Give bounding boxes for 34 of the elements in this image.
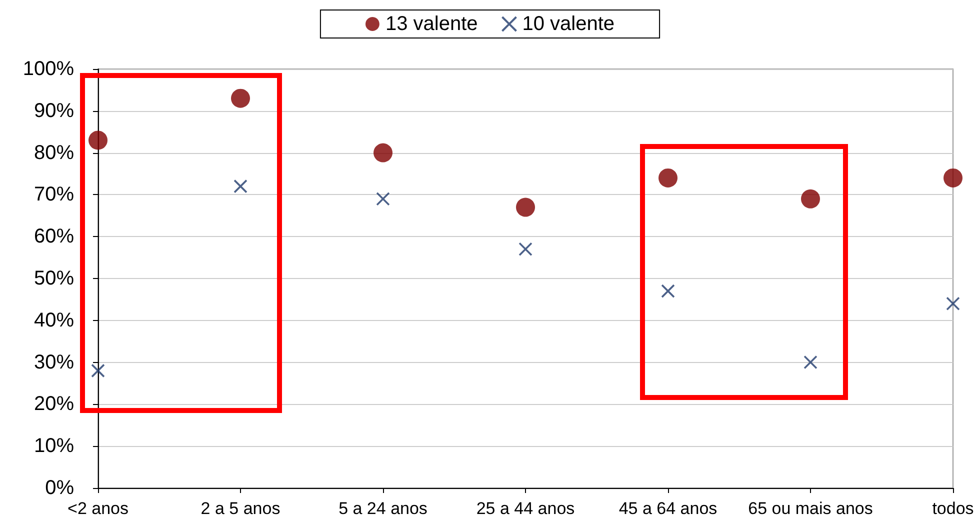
y-tick-label: 40%: [34, 309, 74, 332]
legend-label: 10 valente: [522, 13, 615, 35]
y-tick-label: 50%: [34, 268, 74, 290]
x-tick-label: 5 a 24 anos: [338, 499, 428, 518]
legend-label: 13 valente: [385, 13, 478, 35]
y-tick-label: 80%: [34, 142, 74, 164]
x-tick-label: 45 a 64 anos: [618, 499, 718, 518]
point: [91, 364, 105, 378]
x-tick-label: <2 anos: [68, 499, 128, 518]
y-tick-label: 60%: [34, 226, 74, 248]
x-tick-label: 65 ou mais anos: [748, 499, 873, 518]
point: [801, 189, 820, 208]
point: [944, 168, 962, 188]
x-tick-label: 25 a 44 anos: [476, 499, 575, 518]
point: [376, 192, 390, 206]
point: [658, 168, 678, 188]
y-tick-label: 90%: [34, 100, 74, 122]
point: [804, 355, 818, 370]
y-tick-label: 30%: [34, 351, 74, 374]
point: [88, 130, 108, 150]
y-tick-label: 70%: [34, 184, 74, 206]
point: [374, 143, 392, 162]
point: [946, 296, 960, 311]
y-tick-label: 10%: [34, 435, 74, 458]
y-tick-label: 20%: [34, 393, 74, 416]
point: [661, 284, 675, 298]
x-tick-label: todos: [932, 499, 974, 518]
y-tick-label: 0%: [45, 477, 74, 499]
point: [516, 198, 535, 217]
x-tick-label: 2 a 5 anos: [200, 499, 280, 518]
point: [234, 179, 248, 194]
point: [518, 242, 532, 256]
y-tick-label: 100%: [22, 58, 74, 80]
point: [231, 88, 250, 108]
